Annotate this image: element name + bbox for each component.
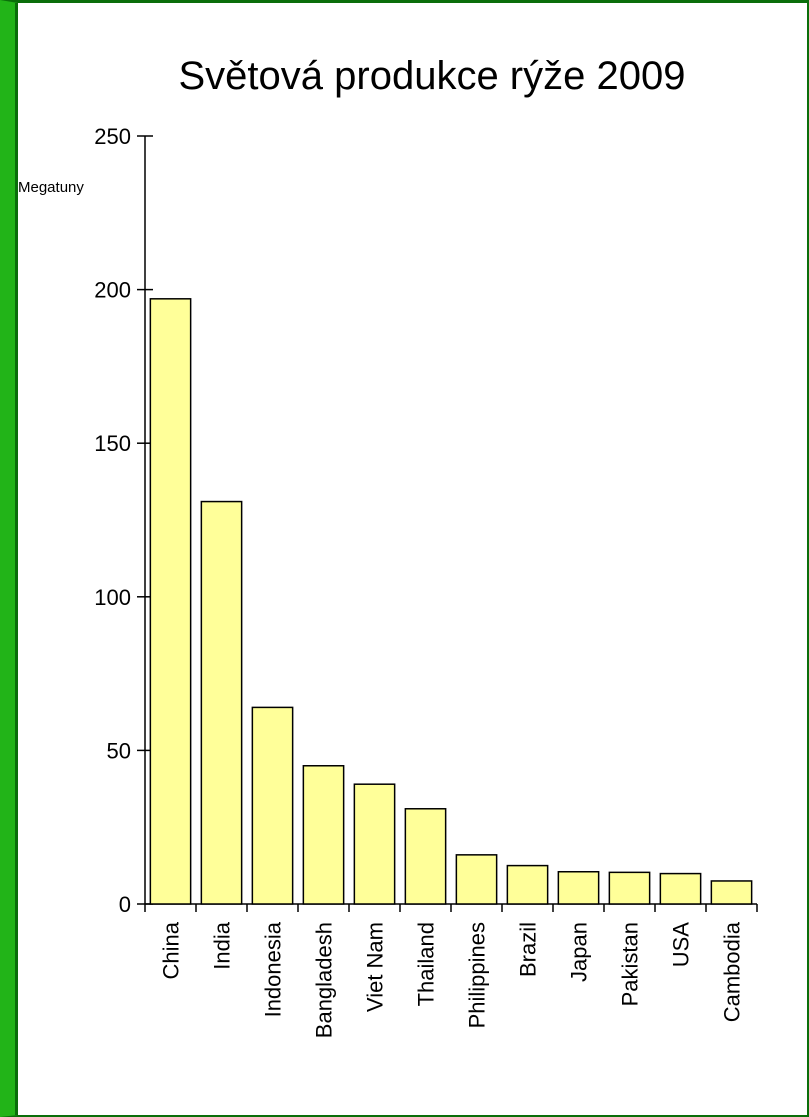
- x-tick-label: USA: [669, 922, 694, 968]
- x-tick-label: Japan: [567, 922, 592, 982]
- x-tick-label: Brazil: [516, 922, 541, 977]
- y-tick-label: 50: [107, 738, 131, 763]
- x-tick-label: India: [210, 921, 235, 969]
- bar-usa: [659, 872, 702, 905]
- y-tick-label: 250: [94, 124, 131, 149]
- bar-pakistan: [608, 871, 651, 905]
- x-tick-label: Cambodia: [720, 921, 745, 1022]
- x-tick-label: Indonesia: [261, 921, 286, 1017]
- x-tick-label: Thailand: [414, 922, 439, 1006]
- bar-philippines: [455, 854, 498, 905]
- bar-india: [200, 500, 243, 905]
- chart-title: Světová produkce rýže 2009: [179, 54, 686, 98]
- x-tick-label: Pakistan: [618, 922, 643, 1006]
- x-tick-label: Philippines: [465, 922, 490, 1028]
- x-tick-label: China: [159, 921, 184, 979]
- x-tick-label: Viet Nam: [363, 922, 388, 1012]
- bar-indonesia: [251, 706, 294, 905]
- bar-cambodia: [710, 880, 753, 905]
- bar-china: [149, 298, 192, 905]
- plot-area: 0 50 100 150 200 250 China India Indonesia Bangla…: [94, 124, 758, 1038]
- y-tick-label: 100: [94, 585, 131, 610]
- y-tick-label: 150: [94, 431, 131, 456]
- bar-bangladesh: [302, 765, 345, 905]
- x-tick-label: Bangladesh: [312, 922, 337, 1038]
- bar-japan: [557, 870, 600, 905]
- bar-viet-nam: [353, 783, 396, 905]
- y-tick-label: 200: [94, 278, 131, 303]
- bar-brazil: [506, 864, 549, 905]
- y-tick-label: 0: [119, 892, 131, 917]
- bar-thailand: [404, 808, 447, 905]
- y-axis-label: Megatuny: [18, 179, 84, 196]
